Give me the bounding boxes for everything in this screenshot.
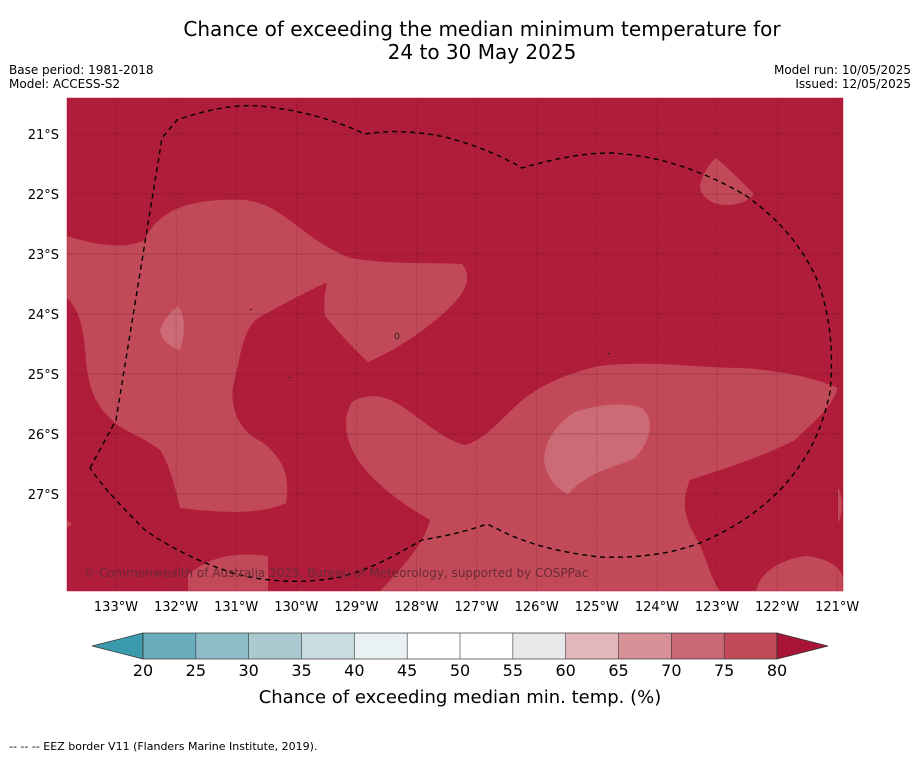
latitude-labels: 21°S 22°S 23°S 24°S 25°S 26°S 27°S [28,128,59,503]
latitude-label: 21°S [28,128,59,143]
colorbar-segment [724,633,778,659]
model-run-text: Model run: 10/05/2025 [773,63,911,77]
longitude-label: 130°W [274,600,318,615]
longitude-label: 131°W [214,600,258,615]
title-line-2: 24 to 30 May 2025 [387,40,577,64]
colorbar-segment [565,633,619,659]
probability-75-80-region [67,520,72,528]
colorbar-segment [671,633,725,659]
island-speck [289,377,291,378]
colorbar-tick-label: 30 [238,661,258,680]
colorbar-tick-label: 60 [555,661,575,680]
colorbar-tick-label: 75 [714,661,734,680]
longitude-label: 124°W [635,600,679,615]
island-speck [220,284,221,285]
longitude-label: 121°W [815,600,859,615]
latitude-label: 23°S [28,248,59,263]
probability-75-80-region [756,556,843,591]
colorbar-label: Chance of exceeding median min. temp. (%… [259,687,662,708]
title-line-1: Chance of exceeding the median minimum t… [183,17,781,41]
colorbar-tick-label: 70 [661,661,681,680]
colorbar-segment [143,633,197,659]
colorbar-segment [512,633,566,659]
colorbar-segment [407,633,461,659]
colorbar-outline [142,632,778,660]
colorbar-tick-label: 40 [344,661,364,680]
colorbar-tick-label: 35 [291,661,311,680]
colorbar-segment [195,633,249,659]
probability-70-75-region [160,306,184,350]
longitude-label: 123°W [695,600,739,615]
chart-title: Chance of exceeding the median minimum t… [0,18,919,64]
footer-note: -- -- -- EEZ border V11 (Flanders Marine… [9,740,318,753]
latitude-label: 26°S [28,428,59,443]
copyright-text: © Commonwealth of Australia 2025, Bureau… [83,566,588,580]
island-speck [394,332,400,340]
colorbar: 20 25 30 35 40 45 50 55 60 65 70 75 80 Chance of exce… [91,632,829,708]
meta-left: Base period: 1981-2018 Model: ACCESS-S2 [9,63,154,91]
colorbar-tick-label: 50 [450,661,470,680]
island-speck [608,353,610,354]
longitude-label: 133°W [94,600,138,615]
issued-text: Issued: 12/05/2025 [795,77,911,91]
colorbar-high-arrow [776,632,829,660]
colorbar-tick-label: 20 [133,661,153,680]
colorbar-segment [248,633,302,659]
gridlines [67,98,843,591]
longitude-label: 128°W [394,600,438,615]
colorbar-tick-label: 45 [397,661,417,680]
colorbar-tick-label: 80 [767,661,787,680]
island-speck [250,309,252,310]
map-area: © Commonwealth of Australia 2025, Bureau… [67,98,843,591]
latitude-label: 22°S [28,188,59,203]
colorbar-segment [460,633,514,659]
model-text: Model: ACCESS-S2 [9,77,121,91]
colorbar-tick-label: 55 [503,661,523,680]
latitude-label: 24°S [28,308,59,323]
latitude-label: 27°S [28,488,59,503]
map-frame [66,97,844,592]
colorbar-tick-label: 65 [608,661,628,680]
meta-right: Model run: 10/05/2025 Issued: 12/05/2025 [774,63,911,91]
longitude-label: 125°W [575,600,619,615]
colorbar-low-arrow [91,632,144,660]
longitude-label: 122°W [755,600,799,615]
longitude-label: 132°W [154,600,198,615]
probability-75-80-region [700,158,754,206]
colorbar-segment [301,633,355,659]
longitude-label: 129°W [334,600,378,615]
eez-border-line [89,104,833,582]
latitude-label: 25°S [28,368,59,383]
longitude-label: 126°W [515,600,559,615]
probability-75-80-region [838,488,842,522]
base-period-text: Base period: 1981-2018 [9,63,154,77]
colorbar-segment [618,633,672,659]
longitude-label: 127°W [455,600,499,615]
probability-75-80-region [346,363,838,591]
colorbar-tick-label: 25 [186,661,206,680]
longitude-labels: 133°W 132°W 131°W 130°W 129°W 128°W 127°W 126°W… [94,600,860,615]
colorbar-segment [354,633,408,659]
